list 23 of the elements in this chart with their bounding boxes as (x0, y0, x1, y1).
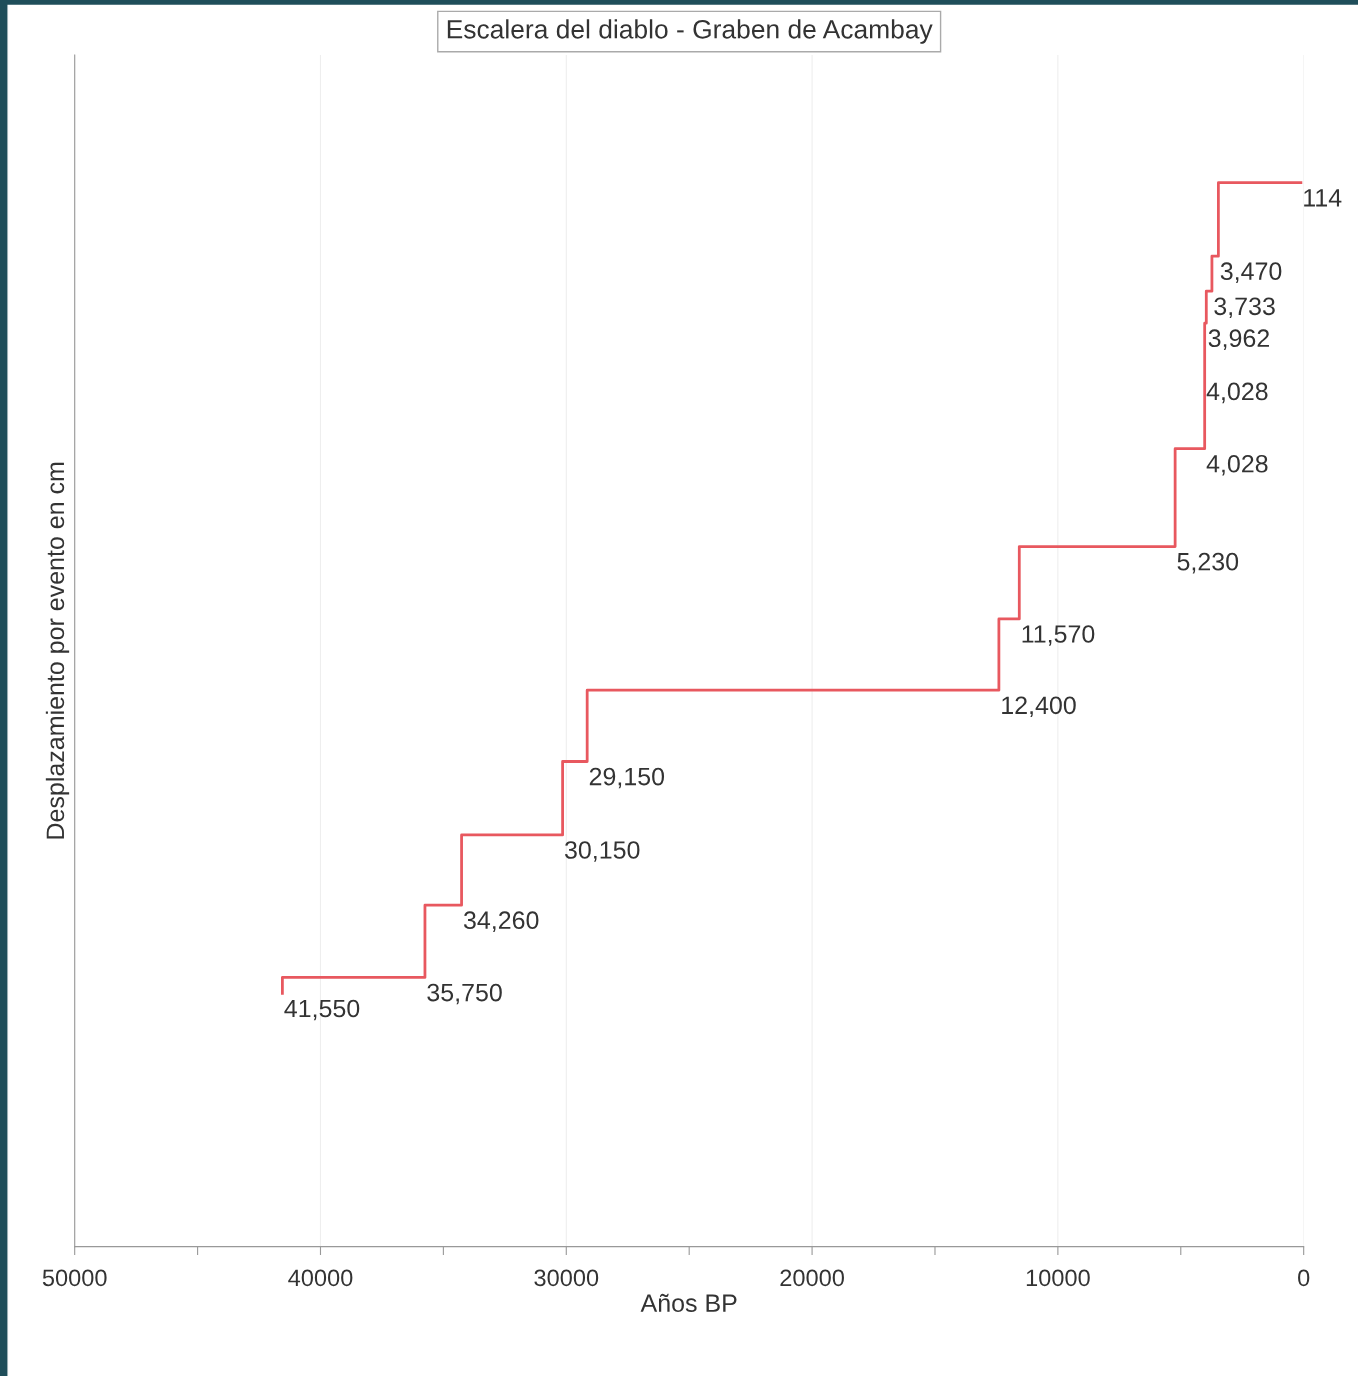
annotation: 4,028 (1206, 382, 1268, 404)
annotation: 29,150 (589, 767, 665, 789)
x-tick-label: 50000 (42, 1269, 107, 1287)
annotation: 34,260 (463, 911, 539, 932)
annotation: 114 (1304, 189, 1342, 207)
x-tick-label: 10000 (1026, 1269, 1090, 1287)
annotation: 30,150 (564, 841, 640, 862)
annotation: 11,570 (1022, 625, 1095, 646)
chart-title: Escalera del diablo - Graben de Acambay (447, 19, 933, 44)
annotation: 3,733 (1214, 297, 1275, 319)
annotation: 41,550 (284, 999, 360, 1021)
annotation: 3,962 (1208, 329, 1269, 351)
x-axis-title: Años BP (640, 1293, 737, 1313)
annotation: 5,230 (1177, 552, 1239, 574)
x-tick-label: 30000 (534, 1269, 599, 1287)
annotation: 4,028 (1206, 454, 1268, 476)
x-tick-label: 0 (1298, 1269, 1310, 1287)
annotation: 12,400 (1002, 696, 1076, 718)
x-tick-label: 20000 (780, 1269, 844, 1287)
annotation: 35,750 (427, 983, 502, 1005)
annotation: 3,470 (1220, 262, 1282, 283)
x-tick-label: 40000 (288, 1269, 353, 1287)
y-axis-title: Desplazamiento por evento en cm (45, 462, 70, 839)
